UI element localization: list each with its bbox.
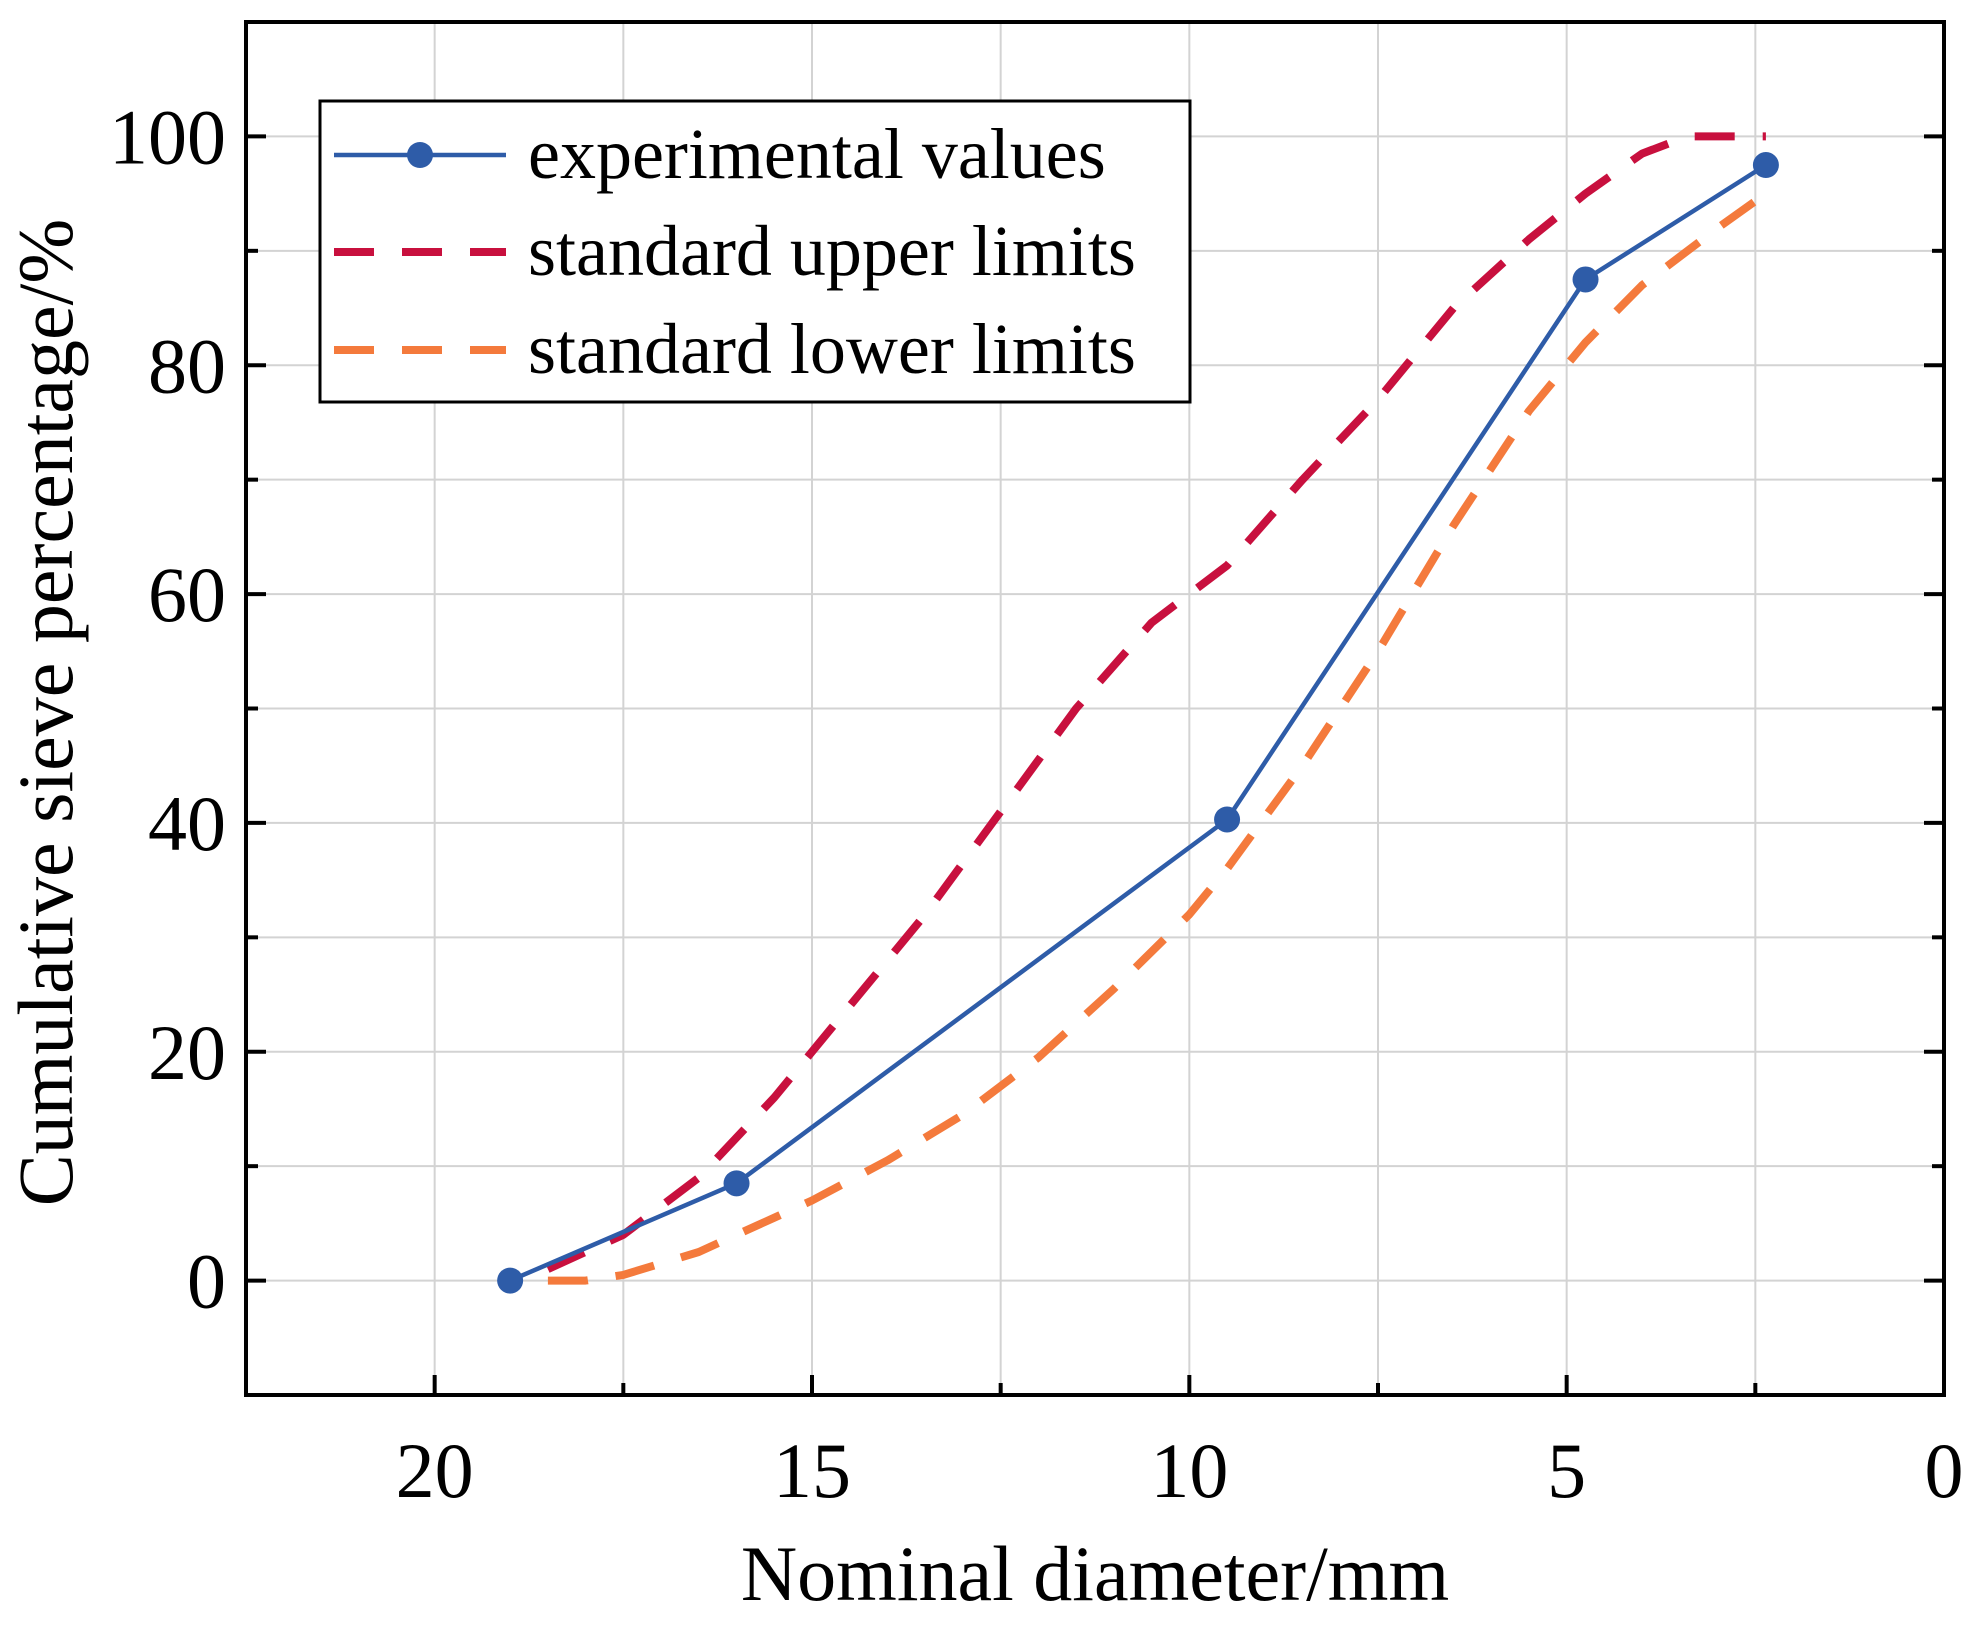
- x-tick-label: 10: [1150, 1427, 1228, 1514]
- y-tick-label: 60: [148, 551, 226, 638]
- x-tick-label: 15: [773, 1427, 851, 1514]
- legend-box: [318, 99, 1192, 404]
- axis-ticks: 20 15 10 5 0 0 20 40 60 80 100: [109, 93, 1964, 1514]
- x-tick-label: 0: [1925, 1427, 1964, 1514]
- data-point-experimental-values: [1214, 806, 1241, 833]
- legend-label-experimental-values: experimental values: [528, 114, 1106, 194]
- x-tick-label: 20: [396, 1427, 474, 1514]
- x-tick-label: 5: [1547, 1427, 1586, 1514]
- legend-label-standard-lower-limits: standard lower limits: [528, 309, 1136, 389]
- data-point-experimental-values: [723, 1170, 750, 1197]
- data-point-experimental-values: [1752, 152, 1779, 179]
- x-axis-title: Nominal diameter/mm: [741, 1530, 1449, 1617]
- legend-marker-experimental-values: [407, 142, 433, 168]
- y-tick-label: 80: [148, 322, 226, 409]
- data-point-experimental-values: [1572, 266, 1599, 293]
- y-tick-label: 100: [109, 93, 226, 180]
- legend: experimental values standard upper limits…: [318, 99, 1192, 404]
- data-point-experimental-values: [497, 1267, 524, 1294]
- y-tick-label: 40: [148, 780, 226, 867]
- series-line-standard-upper-limits: [546, 132, 1766, 1273]
- y-axis-title: Cumulative sieve percentage/%: [2, 219, 89, 1207]
- y-tick-label: 0: [187, 1238, 226, 1325]
- legend-label-standard-upper-limits: standard upper limits: [528, 211, 1136, 291]
- y-tick-label: 20: [148, 1009, 226, 1096]
- plot-series: [497, 132, 1779, 1294]
